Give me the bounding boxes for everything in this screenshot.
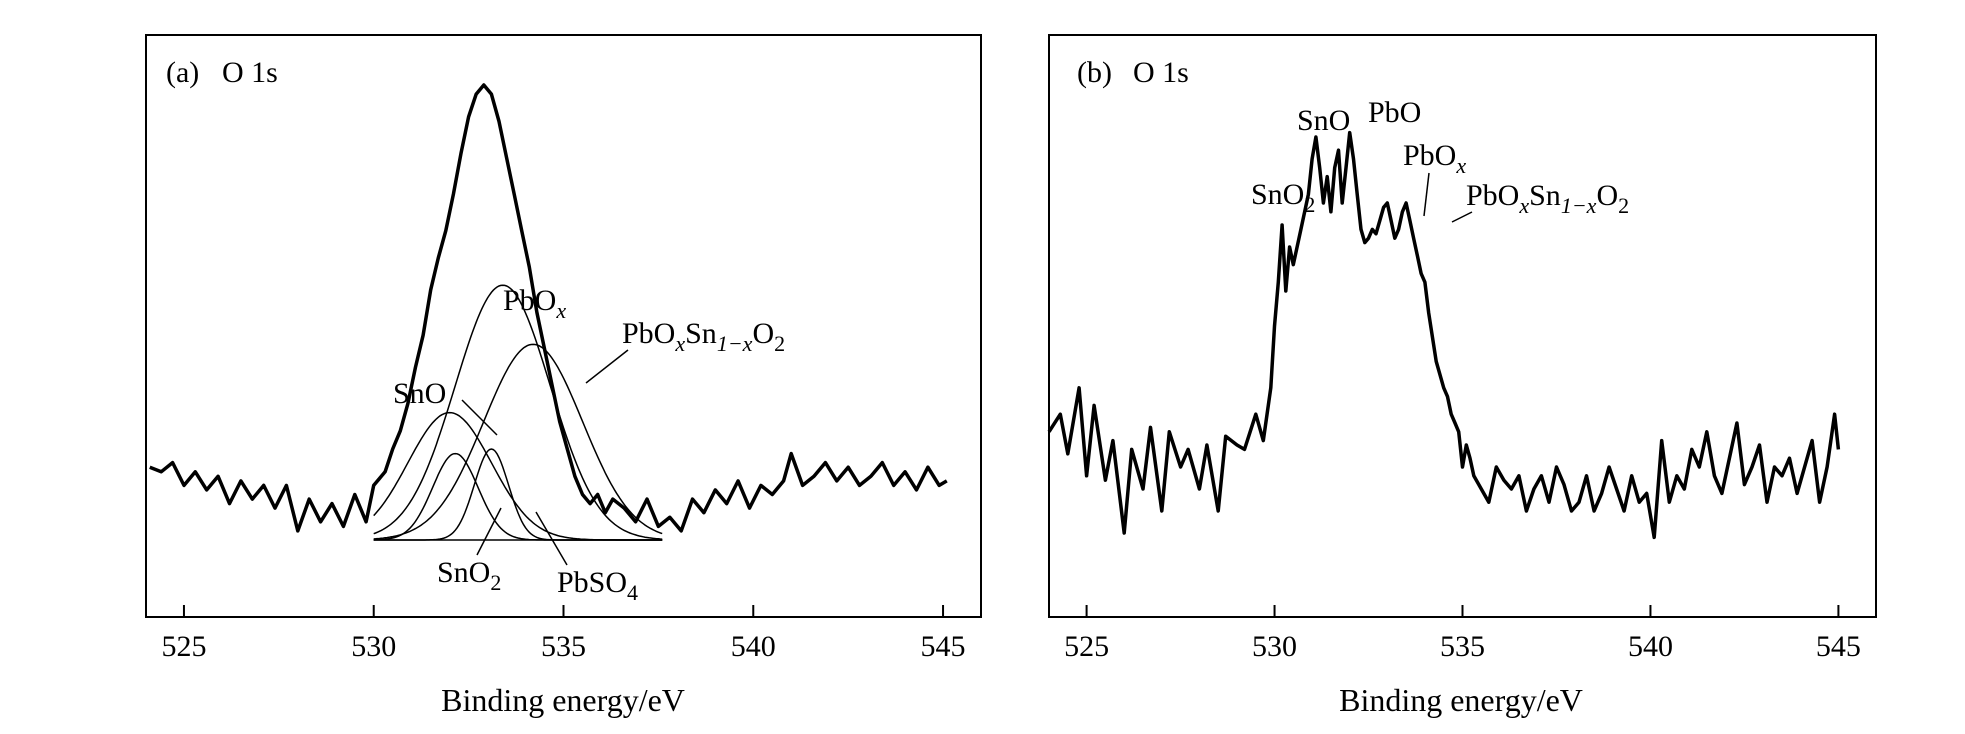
panel-b-frame (1048, 34, 1877, 618)
panel-b-label-mixed: PbOxSn1−xO2 (1466, 179, 1629, 218)
panel-a-frame (145, 34, 982, 618)
panel-b-label-pbo: PbO (1368, 96, 1421, 129)
x-tick-label: 540 (731, 630, 776, 663)
fit-component-pboxsn1-xo2 (373, 343, 663, 540)
x-tick-label: 530 (1252, 630, 1297, 663)
panel-a-label-pbox: PbOx (503, 284, 566, 323)
panel-a-annotations: PbOx PbOxSn1−xO2 SnO SnO2 PbSO4 (393, 284, 785, 605)
panel-a-title: O 1s (222, 56, 278, 89)
x-tick-label: 545 (921, 630, 966, 663)
panel-a-leader-sno2 (476, 507, 502, 556)
fit-component-pbso4 (373, 448, 663, 541)
panel-b-leader-mixed (1451, 211, 1473, 223)
panel-b-label: (b) (1077, 56, 1112, 89)
series-spectrum (1047, 130, 1841, 540)
panel-a-leader-mixed (585, 349, 629, 384)
panel-a-envelope (149, 83, 948, 533)
fit-component-pbox (373, 284, 663, 540)
x-tick-label: 535 (1440, 630, 1485, 663)
panel-b-label-pbox: PbOx (1403, 139, 1466, 178)
panel-a-x-ticks: 525 530 535 540 545 (161, 605, 966, 663)
panel-b-chart: (b) O 1s 525 530 535 540 545 SnO2 SnO PbO Pb… (1047, 34, 1877, 718)
panel-b-annotations: SnO2 SnO PbO PbOx PbOxSn1−xO2 (1251, 96, 1629, 223)
panel-a-x-axis-title: Binding energy/eV (441, 682, 685, 718)
x-tick-label: 530 (351, 630, 396, 663)
x-tick-label: 540 (1628, 630, 1673, 663)
panel-b-label-sno2: SnO2 (1251, 178, 1315, 217)
x-tick-label: 535 (541, 630, 586, 663)
panel-b-x-axis-title: Binding energy/eV (1339, 682, 1583, 718)
panel-b-spectrum (1047, 130, 1841, 540)
fit-component-sno (373, 411, 663, 541)
panel-a-label-sno: SnO (393, 377, 446, 410)
panel-a-fit-components (373, 284, 663, 541)
panel-b-leader-pbox (1423, 172, 1430, 217)
panel-a-label: (a) (166, 56, 199, 89)
panel-b-label-sno: SnO (1297, 104, 1350, 137)
x-tick-label: 545 (1816, 630, 1861, 663)
panel-b-x-ticks: 525 530 535 540 545 (1064, 605, 1861, 663)
panel-a-leader-pbso4 (535, 511, 568, 566)
panel-a-label-mixed: PbOxSn1−xO2 (622, 317, 785, 356)
panel-a-leader-sno (461, 399, 498, 436)
panel-a-label-pbso4: PbSO4 (557, 566, 638, 605)
x-tick-label: 525 (1064, 630, 1109, 663)
series-envelope (149, 83, 948, 533)
panel-b-title: O 1s (1133, 56, 1189, 89)
panel-a-label-sno2: SnO2 (437, 556, 501, 595)
panel-a-chart: (a) O 1s 525 530 535 540 545 PbOx PbOxSn1−xO… (145, 34, 982, 718)
x-tick-label: 525 (161, 630, 206, 663)
